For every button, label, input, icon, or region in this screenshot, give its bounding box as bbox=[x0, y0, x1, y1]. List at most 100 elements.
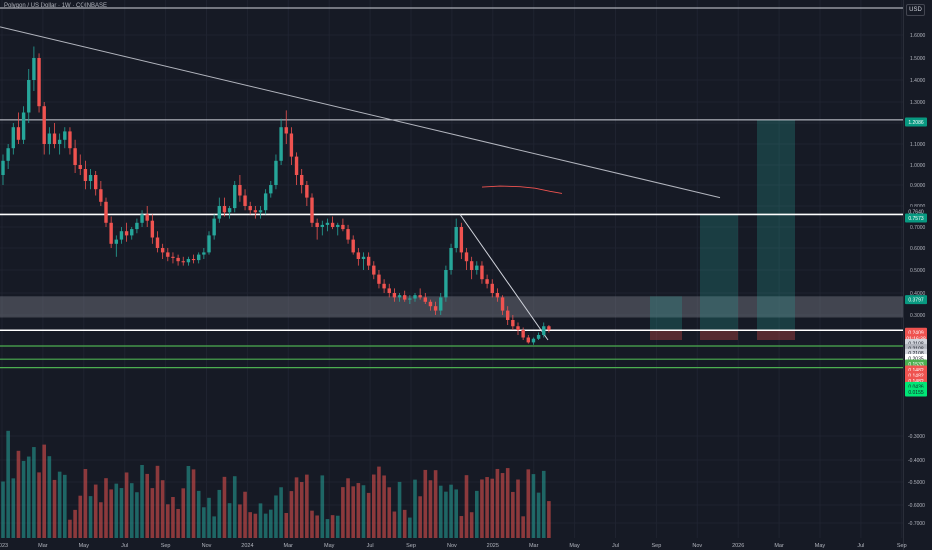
volume-bar bbox=[464, 475, 469, 538]
volume-bar bbox=[531, 474, 536, 538]
price-tick-label: 1.4000 bbox=[910, 78, 926, 84]
volume-bar bbox=[459, 516, 464, 538]
volume-bar bbox=[11, 478, 16, 538]
candle-body bbox=[11, 127, 15, 149]
candle-body bbox=[531, 338, 536, 343]
candle-body bbox=[464, 252, 469, 262]
candle-body bbox=[284, 127, 288, 134]
volume-bar bbox=[21, 460, 26, 538]
time-tick-label: Nov bbox=[692, 543, 702, 549]
candle-body bbox=[300, 175, 304, 185]
price-scale-panel[interactable] bbox=[903, 0, 932, 550]
volume-bar bbox=[505, 468, 510, 538]
candle-body bbox=[248, 206, 252, 211]
candle-body bbox=[181, 261, 185, 263]
volume-bar bbox=[73, 509, 77, 538]
candle-body bbox=[361, 256, 366, 259]
chart-title: Polygon / US Dollar · 1W · COINBASE bbox=[4, 3, 108, 9]
candle-body bbox=[449, 248, 453, 270]
lower-tick-label: -0.5000 bbox=[908, 480, 925, 486]
volume-bar bbox=[366, 492, 371, 538]
candle-body bbox=[433, 306, 438, 311]
candle-body bbox=[330, 222, 335, 227]
price-label-tag bbox=[905, 295, 927, 305]
price-tick-label: 1.0000 bbox=[910, 163, 926, 169]
volume-bar bbox=[88, 496, 93, 538]
time-tick-label: Sep bbox=[652, 543, 662, 549]
price-label-text: 0.1482 bbox=[908, 368, 924, 374]
volume-bar bbox=[145, 473, 149, 538]
volume-bar bbox=[274, 495, 278, 538]
candle-body bbox=[238, 185, 242, 196]
target-profit-box bbox=[700, 214, 738, 330]
volume-bar bbox=[341, 487, 345, 538]
candle-body bbox=[459, 227, 464, 253]
currency-badge[interactable]: USD bbox=[906, 4, 925, 16]
lower-tick-label: -0.3000 bbox=[908, 434, 925, 440]
candle-body bbox=[346, 229, 350, 240]
candle-body bbox=[372, 265, 376, 275]
volume-bar bbox=[423, 469, 428, 538]
candle-body bbox=[542, 326, 546, 335]
volume-bar bbox=[207, 497, 211, 538]
volume-bar bbox=[438, 485, 443, 538]
volume-bar bbox=[351, 486, 355, 538]
candle-body bbox=[279, 127, 283, 161]
volume-bar bbox=[454, 489, 458, 538]
candle-body bbox=[135, 222, 139, 230]
volume-bar bbox=[372, 474, 376, 538]
candle-body bbox=[469, 261, 474, 270]
time-tick-label: Jul bbox=[857, 543, 864, 549]
candle-body bbox=[500, 297, 505, 311]
candle-body bbox=[423, 297, 427, 302]
price-label-text: 0.0155 bbox=[908, 390, 924, 396]
candle-body bbox=[490, 283, 494, 293]
candle-body bbox=[521, 330, 525, 338]
price-tick-label: 1.6000 bbox=[910, 33, 926, 39]
candle-body bbox=[428, 301, 433, 307]
candle-body bbox=[403, 295, 407, 300]
volume-bar bbox=[176, 508, 180, 538]
candle-body bbox=[439, 297, 443, 311]
candle-body bbox=[171, 256, 175, 258]
candle-body bbox=[166, 252, 170, 257]
candle-body bbox=[6, 148, 10, 161]
volume-bar bbox=[99, 502, 103, 538]
volume-bar bbox=[119, 488, 124, 538]
volume-bar bbox=[232, 476, 237, 538]
candle-body bbox=[140, 214, 144, 223]
candle-body bbox=[21, 112, 26, 140]
lower-tick-label: -0.6000 bbox=[908, 503, 925, 509]
volume-bar bbox=[150, 488, 155, 538]
volume-bar bbox=[325, 519, 330, 538]
volume-bar bbox=[57, 471, 62, 538]
volume-bar bbox=[397, 481, 402, 538]
volume-bar bbox=[47, 456, 52, 538]
price-tick-label: 0.7000 bbox=[910, 225, 926, 231]
candle-body bbox=[27, 80, 31, 113]
candle-body bbox=[413, 295, 417, 299]
volume-bar bbox=[243, 491, 247, 538]
target-stop-box bbox=[700, 330, 738, 340]
volume-bar bbox=[475, 490, 479, 538]
candle-body bbox=[320, 224, 324, 227]
candle-body bbox=[336, 224, 340, 227]
time-tick-label: Mar bbox=[284, 543, 294, 549]
candle-body bbox=[475, 265, 479, 270]
volume-bar bbox=[330, 515, 335, 538]
price-tick-label: 0.4000 bbox=[910, 291, 926, 297]
resistance-zone bbox=[0, 296, 903, 318]
candle-body bbox=[155, 237, 160, 248]
price-label-text: 1.2086 bbox=[908, 120, 924, 126]
price-label-text: 0.2035 bbox=[908, 356, 924, 362]
lower-tick-label: -0.4000 bbox=[908, 458, 925, 464]
volume-bar bbox=[227, 503, 232, 538]
price-label-tag bbox=[905, 213, 927, 223]
volume-bar bbox=[258, 503, 263, 538]
candle-body bbox=[207, 235, 211, 253]
price-tick-label: 0.3000 bbox=[910, 313, 926, 319]
candle-body bbox=[16, 127, 21, 140]
volume-bar bbox=[114, 483, 119, 538]
volume-bar bbox=[402, 509, 407, 538]
